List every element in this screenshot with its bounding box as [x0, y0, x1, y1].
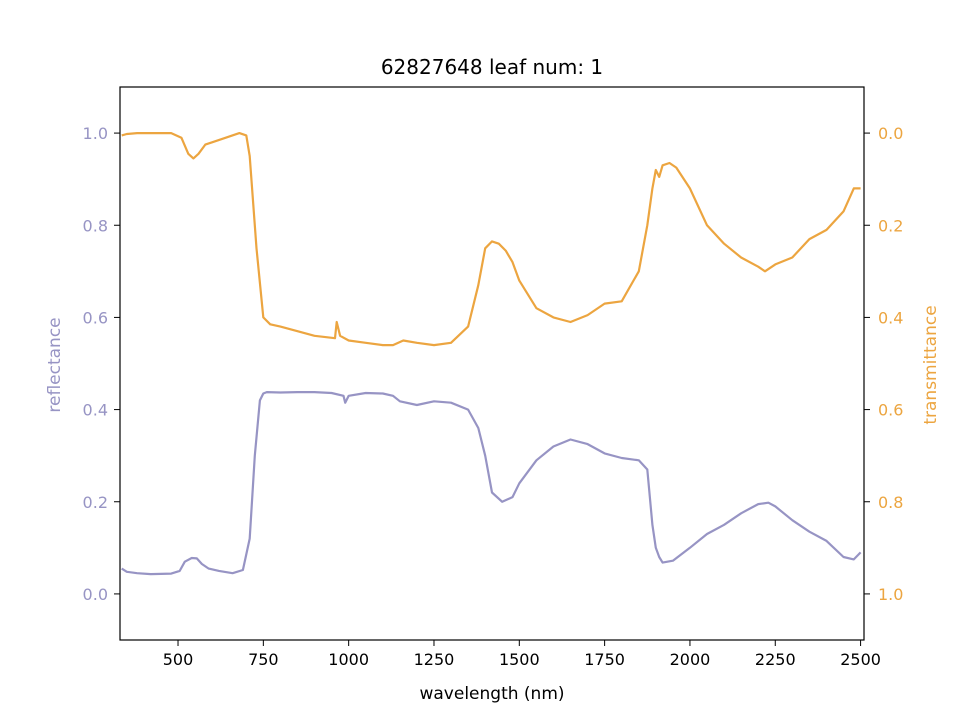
y-right-tick-label: 0.4 [878, 308, 903, 327]
y-left-tick-label: 1.0 [83, 124, 108, 143]
y-right-axis-ticks: 0.0 0.2 0.4 0.6 0.8 1.0 [864, 124, 903, 604]
x-tick-label: 500 [163, 650, 194, 669]
x-tick-label: 2000 [670, 650, 711, 669]
y-left-axis-title: reflectance [45, 317, 65, 412]
y-left-tick-label: 0.2 [83, 493, 108, 512]
x-tick-label: 2500 [840, 650, 881, 669]
y-right-tick-label: 0.8 [878, 493, 903, 512]
series-layer [121, 132, 862, 576]
x-axis-ticks: 500 750 1000 1250 1500 1750 2000 2250 2500 [163, 640, 881, 669]
chart-title: 62827648 leaf num: 1 [381, 55, 603, 79]
y-right-tick-label: 1.0 [878, 585, 903, 604]
y-left-tick-label: 0.6 [83, 308, 108, 327]
x-tick-label: 1250 [414, 650, 455, 669]
x-tick-label: 1000 [328, 650, 369, 669]
plot-area [119, 86, 865, 641]
y-left-axis-ticks: 0.0 0.2 0.4 0.6 0.8 1.0 [83, 124, 120, 604]
x-tick-label: 2250 [755, 650, 796, 669]
y-right-tick-label: 0.2 [878, 216, 903, 235]
x-tick-label: 1500 [499, 650, 540, 669]
y-right-axis-title: transmittance [921, 305, 941, 424]
series-line-reflectance [121, 391, 862, 576]
series-line-transmittance [121, 132, 861, 347]
y-right-tick-label: 0.0 [878, 124, 903, 143]
x-tick-label: 750 [248, 650, 279, 669]
y-left-tick-label: 0.0 [83, 585, 108, 604]
x-tick-label: 1750 [584, 650, 625, 669]
y-left-tick-label: 0.8 [83, 216, 108, 235]
y-left-tick-label: 0.4 [83, 401, 108, 420]
y-right-tick-label: 0.6 [878, 401, 903, 420]
plot-frame [119, 86, 865, 641]
x-axis-title: wavelength (nm) [419, 684, 564, 704]
